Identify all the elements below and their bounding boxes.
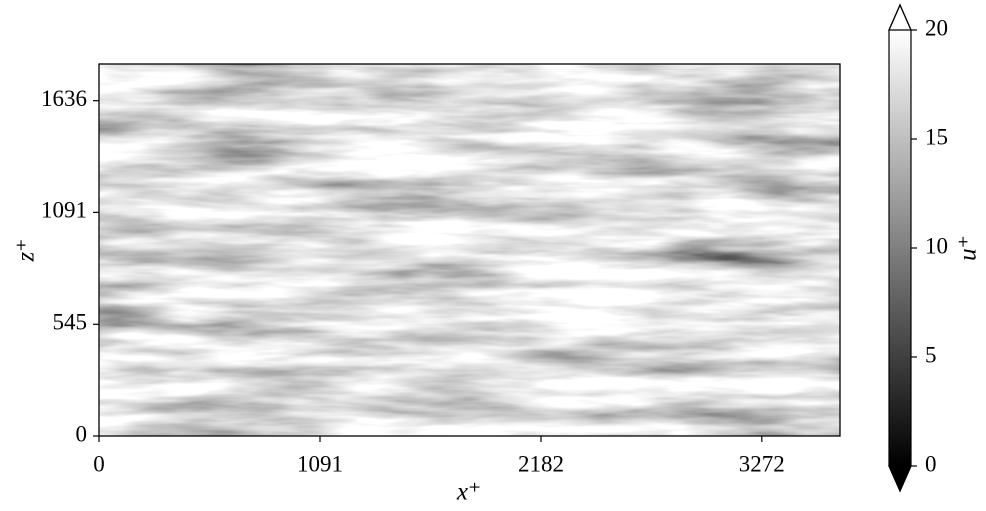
y-axis-label: z⁺	[13, 239, 40, 263]
x-tick-label: 1091	[297, 451, 343, 476]
colorbar-tick-label: 20	[925, 15, 948, 40]
plot-frame	[98, 63, 841, 437]
colorbar-tick-label: 5	[925, 342, 937, 367]
field-image	[99, 64, 840, 436]
y-tick-label: 1636	[41, 86, 87, 111]
colorbar-extend-min	[888, 465, 912, 493]
colorbar	[889, 30, 911, 466]
colorbar-tick-label: 15	[925, 124, 948, 149]
x-tick-label: 2182	[518, 451, 564, 476]
colorbar-tick-label: 0	[925, 451, 937, 476]
x-tick-label: 3272	[739, 451, 785, 476]
x-tick-label: 0	[93, 451, 105, 476]
y-tick-label: 545	[53, 310, 88, 335]
x-axis-label: x⁺	[456, 479, 481, 506]
y-tick-label: 0	[76, 421, 88, 446]
colorbar-label: u⁺	[955, 235, 982, 261]
y-tick-label: 1091	[41, 198, 87, 223]
colorbar-tick-label: 10	[925, 233, 948, 258]
colorbar-extend-max	[888, 3, 912, 31]
